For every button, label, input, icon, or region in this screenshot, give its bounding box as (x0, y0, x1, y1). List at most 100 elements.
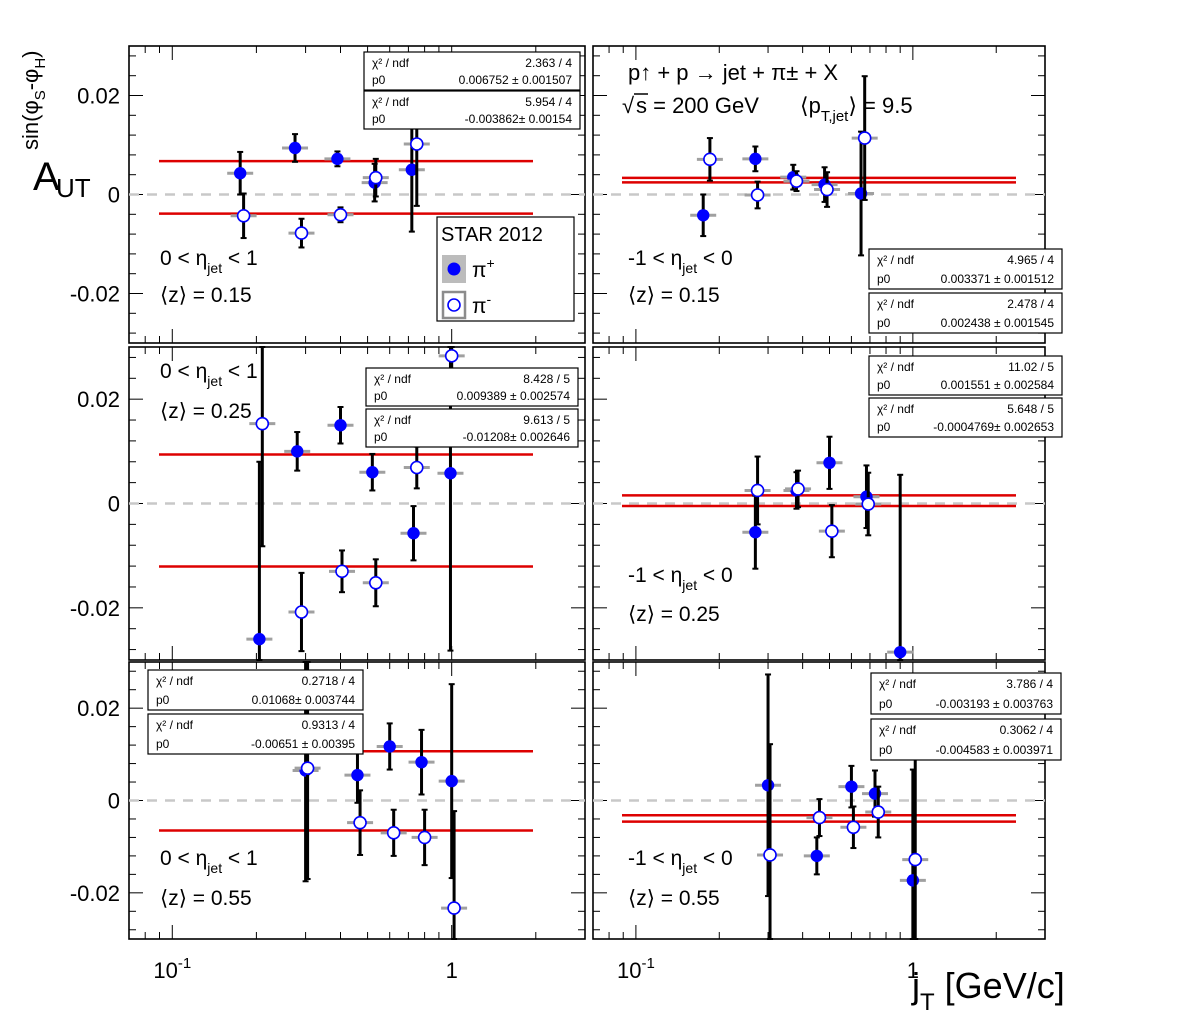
pt-value-label: ⟩ = 9.5 (848, 93, 912, 118)
fit-chi2-label: χ² / ndf (156, 674, 194, 688)
fit-p0-label: p0 (372, 73, 386, 87)
y-axis-title-sup: sin(φ (18, 100, 43, 150)
point-pi-minus (444, 349, 459, 363)
point-pi-minus (368, 575, 383, 590)
fit-stats-frame (868, 355, 1063, 396)
point-pi-minus (763, 848, 777, 862)
sqrt-symbol: √ (622, 93, 635, 118)
fit-p0-label: p0 (877, 316, 891, 330)
fit-p0-value: 0.002438 ± 0.001545 (941, 316, 1055, 330)
fit-p0-label: p0 (877, 378, 891, 392)
z-mean-label: ⟨z⟩ = 0.25 (628, 603, 720, 626)
point-pi-minus (791, 482, 805, 496)
panel-bottom-right: χ² / ndf 3.786 / 4p0 -0.003193 ± 0.003763χ… (592, 661, 1062, 940)
y-tick-label: -0.02 (70, 596, 120, 621)
fit-chi2-value: 3.786 / 4 (1006, 677, 1053, 691)
point-pi-minus (417, 830, 432, 845)
point-pi-plus (906, 874, 920, 887)
fit-p0-label: p0 (877, 272, 891, 286)
eta-range-label: 0 < ηjet < 1 (160, 247, 258, 276)
fit-stats-box: χ² / ndf 2.363 / 4 p0 0.006752 ± 0.001507 (363, 51, 581, 91)
fit-stats-box: χ² / ndf 0.2718 / 4 p0 0.01068± 0.003744 (147, 669, 364, 711)
fit-chi2-value: 4.965 / 4 (1007, 253, 1054, 267)
fit-stats-frame (147, 669, 364, 711)
y-axis-title-sup-s2: H (32, 58, 49, 69)
fit-p0-label: p0 (374, 430, 388, 444)
point-pi-plus (415, 755, 428, 769)
fit-stats-frame (868, 248, 1063, 290)
point-pi-minus (846, 820, 861, 835)
point-pi-minus (908, 852, 923, 867)
fit-chi2-label: χ² / ndf (372, 95, 410, 109)
point-pi-plus (291, 445, 304, 458)
point-pi-minus (750, 483, 765, 498)
fit-p0-label: p0 (156, 737, 170, 751)
point-pi-plus (697, 209, 710, 222)
eta-range-label: -1 < ηjet < 0 (628, 564, 733, 593)
point-pi-minus (447, 901, 461, 915)
point-pi-minus (255, 416, 270, 431)
z-mean-label: ⟨z⟩ = 0.15 (628, 284, 720, 307)
point-pi-plus (761, 779, 775, 792)
fit-chi2-label: χ² / ndf (877, 360, 915, 374)
point-pi-minus (750, 188, 765, 202)
point-pi-minus (300, 761, 315, 775)
legend-marker-pi-minus (447, 298, 461, 312)
fit-stats-frame (868, 292, 1063, 334)
panel-middle-left: χ² / ndf 8.428 / 5p0 0.009389 ± 0.002574χ²… (128, 346, 586, 661)
point-pi-plus (749, 152, 762, 166)
fit-p0-label: p0 (374, 389, 388, 403)
point-pi-plus (366, 466, 379, 479)
point-pi-plus (407, 527, 420, 540)
fit-stats-box: χ² / ndf 4.965 / 4 p0 0.003371 ± 0.001512 (868, 248, 1063, 290)
y-tick-label: 0.02 (77, 696, 120, 721)
x-axis-title-unit: [GeV/c] (935, 965, 1065, 1006)
fit-stats-frame (363, 90, 581, 130)
y-tick-label: -0.02 (70, 881, 120, 906)
y-axis-title-sup-mid: -φ (18, 69, 43, 91)
fit-chi2-value: 9.613 / 5 (523, 413, 570, 427)
fit-p0-value: -0.01208± 0.002646 (463, 430, 571, 444)
fit-p0-value: -0.003193 ± 0.003763 (936, 697, 1054, 711)
fit-stats-box: χ² / ndf 9.613 / 5 p0 -0.01208± 0.002646 (365, 408, 579, 448)
fit-chi2-value: 5.648 / 5 (1007, 402, 1054, 416)
fit-chi2-label: χ² / ndf (879, 723, 917, 737)
y-axis-title: A UT sin(φS-φH) (18, 51, 91, 204)
y-tick-label: 0 (108, 789, 120, 814)
point-pi-minus (386, 826, 401, 840)
panel-middle-right: χ² / ndf 11.02 / 5p0 0.001551 ± 0.002584χ²… (592, 346, 1063, 661)
fit-p0-label: p0 (879, 697, 893, 711)
point-pi-minus (236, 208, 251, 223)
point-pi-plus (233, 167, 247, 180)
fit-p0-value: 0.009389 ± 0.002574 (457, 389, 571, 403)
pt-label: ⟨p (800, 93, 821, 118)
fit-chi2-value: 8.428 / 5 (523, 372, 570, 386)
legend-title: STAR 2012 (441, 224, 543, 246)
x-tick-label: 10-1 (617, 955, 655, 983)
panels-layer: χ² / ndf 2.363 / 4p0 0.006752 ± 0.001507 χ²… (128, 45, 1063, 940)
process-label: p↑ + p → jet + π± + X √ s = 200 GeV ⟨pT,… (622, 60, 913, 125)
legend-label-pi-minus: π (472, 295, 487, 318)
point-pi-plus (288, 141, 302, 155)
y-axis-title-sup-s1: S (32, 90, 49, 100)
point-pi-minus (789, 174, 804, 188)
point-pi-minus (409, 460, 424, 475)
z-mean-label: ⟨z⟩ = 0.55 (628, 887, 720, 910)
point-pi-minus (353, 815, 367, 830)
fit-stats-frame (870, 718, 1062, 761)
svg-text:jT [GeV/c]: jT [GeV/c] (911, 965, 1065, 1016)
legend-sup-pi-plus: + (487, 255, 495, 271)
fit-p0-value: -0.003862± 0.00154 (465, 112, 573, 126)
point-pi-minus (294, 605, 309, 619)
fit-chi2-value: 0.9313 / 4 (302, 718, 356, 732)
fit-chi2-value: 2.478 / 4 (1007, 297, 1054, 311)
y-tick-label: 0 (108, 492, 120, 517)
point-pi-minus (335, 564, 349, 579)
fit-stats-frame (365, 408, 579, 448)
z-mean-label: ⟨z⟩ = 0.55 (160, 887, 252, 910)
eta-range-label: -1 < ηjet < 0 (628, 847, 733, 876)
fit-p0-label: p0 (879, 743, 893, 757)
point-pi-plus (253, 632, 266, 646)
point-pi-plus (334, 419, 347, 432)
fit-p0-label: p0 (877, 420, 891, 434)
